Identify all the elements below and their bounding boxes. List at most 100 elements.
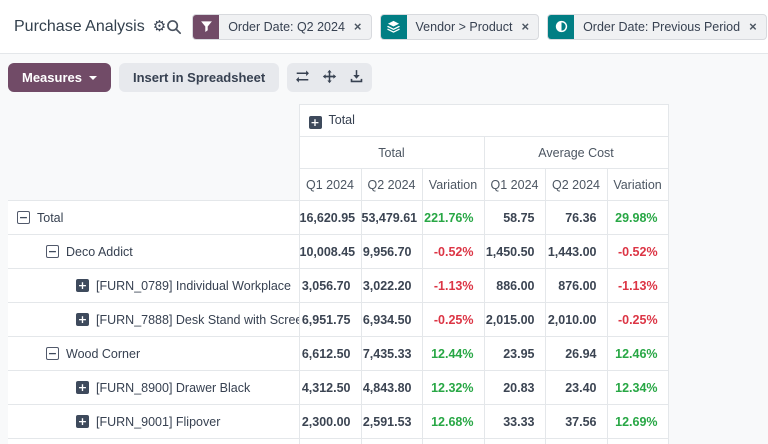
row-header[interactable]: [FURN_9001] Flipover (8, 404, 300, 439)
row-header[interactable]: Deco Addict (8, 234, 300, 269)
table-row (8, 438, 669, 444)
value-cell[interactable]: 2,591.53 (360, 404, 423, 439)
facet-label: Order Date: Previous Period (583, 19, 741, 34)
expand-icon[interactable] (76, 415, 89, 428)
row-header[interactable]: [FURN_0789] Individual Workplace (8, 268, 300, 303)
value-cell[interactable]: 2,300.00 (298, 404, 362, 439)
value-cell[interactable]: -0.25% (606, 302, 669, 337)
chevron-down-icon (88, 75, 97, 80)
value-cell[interactable]: 26.94 (544, 336, 608, 371)
expand-icon[interactable] (76, 313, 89, 326)
facet-remove-icon[interactable]: × (521, 19, 530, 34)
table-row: Total 16,620.9553,479.61221.76%58.7576.36… (8, 200, 669, 235)
value-cell[interactable]: 12.44% (421, 336, 485, 371)
pivot-corner-cell (8, 169, 299, 201)
value-cell[interactable]: -1.13% (421, 268, 485, 303)
breadcrumb: Purchase Analysis ⚙ (14, 18, 166, 36)
value-cell[interactable]: 9,956.70 (360, 234, 423, 269)
table-row: Deco Addict10,008.459,956.70-0.52%1,450.… (8, 234, 669, 269)
download-icon (349, 69, 364, 87)
search-icon[interactable] (166, 19, 182, 35)
search-facet[interactable]: Vendor > Product × (379, 13, 540, 40)
value-cell[interactable]: 2,010.00 (544, 302, 608, 337)
subcolumn-header[interactable]: Q2 2024 (360, 168, 423, 201)
gear-icon[interactable]: ⚙ (152, 18, 167, 35)
value-cell[interactable]: 23.40 (544, 370, 608, 405)
value-cell[interactable]: 58.75 (483, 200, 546, 235)
value-cell[interactable]: 1,443.00 (544, 234, 608, 269)
value-cell[interactable]: 1,450.50 (483, 234, 546, 269)
value-cell[interactable]: 12.68% (421, 404, 485, 439)
row-header-label: [FURN_7888] Desk Stand with Screen (96, 312, 299, 327)
value-cell[interactable]: 886.00 (483, 268, 546, 303)
value-cell[interactable]: 37.56 (544, 404, 608, 439)
search-facet[interactable]: Order Date: Q2 2024 × (192, 13, 372, 40)
subcolumn-header[interactable]: Q1 2024 (298, 168, 362, 201)
facet-remove-icon[interactable]: × (353, 19, 362, 34)
value-cell[interactable]: 12.69% (606, 404, 669, 439)
row-header[interactable]: [FURN_8900] Drawer Black (8, 370, 300, 405)
search-bar[interactable]: Order Date: Q2 2024 × Vendor > Product × Ord… (166, 13, 767, 40)
flip-axis-button[interactable] (289, 63, 316, 92)
subcolumn-header[interactable]: Q2 2024 (544, 168, 608, 201)
expand-icon[interactable] (308, 115, 322, 129)
value-cell[interactable]: 20.83 (483, 370, 546, 405)
expand-icon[interactable] (76, 279, 89, 292)
facet-label: Vendor > Product (415, 19, 513, 34)
value-cell[interactable]: 6,934.50 (360, 302, 423, 337)
collapse-icon[interactable] (46, 245, 59, 258)
subcolumn-header[interactable]: Variation (421, 168, 485, 201)
subcolumn-header[interactable]: Q1 2024 (483, 168, 546, 201)
table-row: Wood Corner 6,612.507,435.3312.44%23.9526… (8, 336, 669, 371)
measures-button[interactable]: Measures (8, 63, 111, 92)
value-cell[interactable]: 29.98% (606, 200, 669, 235)
value-cell[interactable]: 76.36 (544, 200, 608, 235)
row-header[interactable]: Wood Corner (8, 336, 300, 371)
expand-icon[interactable] (76, 381, 89, 394)
row-header[interactable]: Total (8, 200, 300, 235)
row-header-label: Deco Addict (66, 244, 133, 259)
row-header-label: Total (37, 210, 64, 225)
value-cell[interactable]: 10,008.45 (298, 234, 362, 269)
value-cell[interactable]: 2,015.00 (483, 302, 546, 337)
value-cell[interactable]: -0.25% (421, 302, 485, 337)
insert-in-spreadsheet-button[interactable]: Insert in Spreadsheet (118, 63, 280, 92)
value-cell[interactable]: -1.13% (606, 268, 669, 303)
value-cell[interactable]: 7,435.33 (360, 336, 423, 371)
download-button[interactable] (343, 63, 370, 92)
filter-icon (193, 14, 220, 39)
value-cell[interactable]: -0.52% (606, 234, 669, 269)
value-cell[interactable]: 53,479.61 (360, 200, 423, 235)
value-cell[interactable]: 3,022.20 (360, 268, 423, 303)
value-cell[interactable]: 221.76% (421, 200, 485, 235)
search-facet[interactable]: Order Date: Previous Period × (547, 13, 767, 40)
subcolumn-header[interactable]: Variation (606, 168, 669, 201)
row-header-label: [FURN_0789] Individual Workplace (96, 278, 292, 293)
measure-header-average-cost[interactable]: Average Cost (483, 136, 669, 169)
value-cell[interactable]: 16,620.95 (298, 200, 362, 235)
value-cell[interactable]: 876.00 (544, 268, 608, 303)
measure-header-total[interactable]: Total (298, 136, 485, 169)
value-cell[interactable]: -0.52% (421, 234, 485, 269)
value-cell[interactable]: 4,312.50 (298, 370, 362, 405)
value-cell[interactable]: 12.46% (606, 336, 669, 371)
table-row: [FURN_0789] Individual Workplace 3,056.70… (8, 268, 669, 303)
facet-remove-icon[interactable]: × (749, 19, 757, 34)
value-cell[interactable]: 4,843.80 (360, 370, 423, 405)
value-cell[interactable]: 6,612.50 (298, 336, 362, 371)
expand-all-button[interactable] (316, 63, 343, 92)
row-header[interactable]: [FURN_7888] Desk Stand with Screen (8, 302, 300, 337)
value-cell[interactable]: 3,056.70 (298, 268, 362, 303)
value-cell[interactable]: 33.33 (483, 404, 546, 439)
pivot-table: Total Total Average Cost Q1 2024 Q2 2024… (8, 104, 669, 444)
collapse-icon[interactable] (46, 347, 59, 360)
column-header-total[interactable]: Total (298, 104, 669, 137)
row-header-label: Wood Corner (66, 346, 141, 361)
value-cell[interactable]: 23.95 (483, 336, 546, 371)
value-cell[interactable]: 12.34% (606, 370, 669, 405)
value-cell (544, 438, 608, 444)
collapse-icon[interactable] (17, 211, 30, 224)
expand-all-icon (322, 69, 337, 87)
value-cell[interactable]: 12.32% (421, 370, 485, 405)
value-cell[interactable]: 6,951.75 (298, 302, 362, 337)
